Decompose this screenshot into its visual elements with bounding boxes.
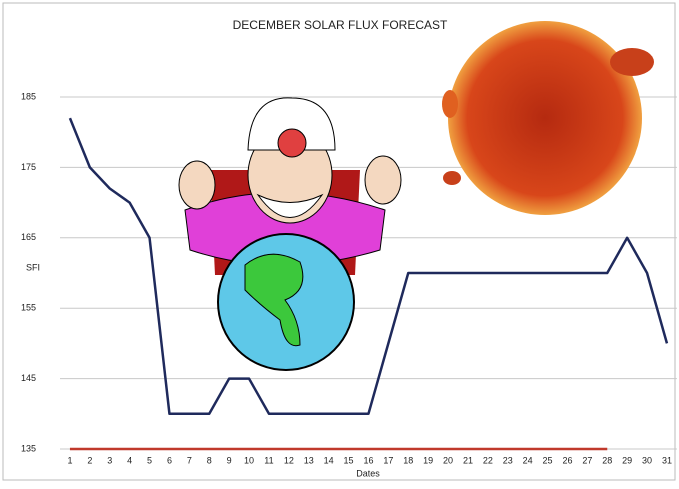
x-tick-label: 5 <box>147 455 152 465</box>
x-tick-label: 25 <box>543 455 553 465</box>
x-tick-label: 23 <box>503 455 513 465</box>
x-tick-label: 15 <box>344 455 354 465</box>
x-tick-label: 13 <box>304 455 314 465</box>
x-tick-label: 31 <box>662 455 672 465</box>
x-tick-label: 14 <box>324 455 334 465</box>
x-tick-label: 11 <box>264 455 273 465</box>
x-tick-label: 7 <box>187 455 192 465</box>
y-tick-label: 185 <box>21 91 36 101</box>
globe-illustration <box>217 233 355 371</box>
y-tick-label: 155 <box>21 303 36 313</box>
x-tick-label: 24 <box>523 455 533 465</box>
x-tick-label: 2 <box>87 455 92 465</box>
x-tick-label: 10 <box>244 455 254 465</box>
x-tick-label: 28 <box>602 455 612 465</box>
y-axis-label: SFI <box>26 262 40 272</box>
x-axis-label: Dates <box>356 468 380 478</box>
x-tick-label: 8 <box>207 455 212 465</box>
sun-illustration <box>442 21 654 215</box>
x-tick-label: 21 <box>463 455 473 465</box>
x-tick-label: 18 <box>403 455 413 465</box>
y-tick-label: 175 <box>21 162 36 172</box>
x-tick-label: 26 <box>562 455 572 465</box>
y-tick-label: 135 <box>21 443 36 453</box>
x-tick-label: 22 <box>483 455 493 465</box>
x-tick-label: 19 <box>423 455 433 465</box>
x-tick-label: 12 <box>284 455 294 465</box>
y-tick-label: 145 <box>21 373 36 383</box>
x-tick-label: 1 <box>67 455 72 465</box>
series-line <box>68 117 669 416</box>
x-tick-label: 29 <box>622 455 632 465</box>
chart-title: DECEMBER SOLAR FLUX FORECAST <box>233 18 448 32</box>
x-tick-label: 17 <box>383 455 393 465</box>
x-tick-label: 30 <box>642 455 652 465</box>
x-tick-label: 4 <box>127 455 132 465</box>
y-tick-label: 165 <box>21 232 36 242</box>
x-tick-label: 9 <box>227 455 232 465</box>
x-tick-label: 6 <box>167 455 172 465</box>
x-tick-label: 20 <box>443 455 453 465</box>
x-tick-label: 3 <box>107 455 112 465</box>
x-tick-label: 16 <box>363 455 373 465</box>
x-tick-label: 27 <box>582 455 592 465</box>
